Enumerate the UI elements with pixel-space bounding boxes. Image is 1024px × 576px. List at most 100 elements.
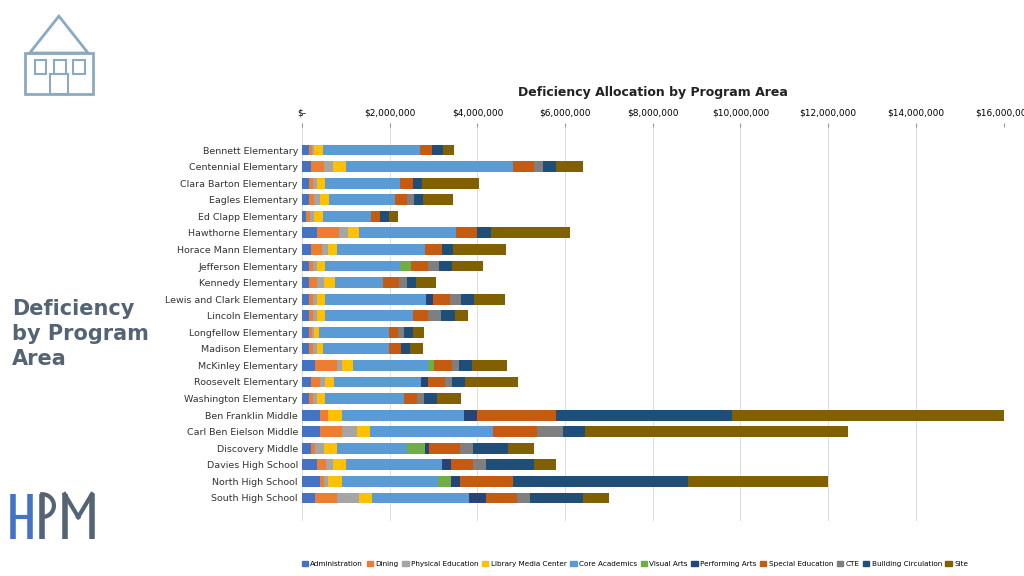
Bar xyxy=(312,145,314,156)
Bar xyxy=(312,327,314,338)
Bar xyxy=(512,476,688,487)
Bar xyxy=(429,443,460,454)
Bar xyxy=(313,260,316,271)
Bar xyxy=(314,327,318,338)
Bar xyxy=(308,327,312,338)
Bar xyxy=(311,161,324,172)
Bar xyxy=(313,178,316,188)
Bar xyxy=(442,145,454,156)
Bar xyxy=(732,410,1017,420)
Bar xyxy=(326,393,404,404)
Bar xyxy=(342,476,438,487)
Bar xyxy=(302,310,308,321)
Bar xyxy=(438,476,452,487)
Bar xyxy=(346,460,442,470)
Bar xyxy=(416,277,436,288)
Bar xyxy=(306,211,310,222)
Bar xyxy=(442,460,452,470)
Bar xyxy=(324,161,333,172)
Bar xyxy=(311,244,322,255)
Bar xyxy=(372,211,380,222)
Bar xyxy=(315,492,337,503)
Bar xyxy=(413,327,424,338)
Bar xyxy=(317,277,324,288)
Bar xyxy=(563,426,585,437)
Legend: Administration, Dining, Physical Education, Library Media Center, Core Academics: Administration, Dining, Physical Educati… xyxy=(299,558,971,570)
Bar xyxy=(342,410,464,420)
Bar xyxy=(383,277,398,288)
Bar xyxy=(408,443,425,454)
Bar xyxy=(324,277,335,288)
Bar xyxy=(316,310,326,321)
Bar xyxy=(302,492,315,503)
Bar xyxy=(404,393,418,404)
Bar xyxy=(308,145,312,156)
Text: EDUCATIONAL ADEQUACY ASSESSMENTS: EDUCATIONAL ADEQUACY ASSESSMENTS xyxy=(138,41,742,68)
Bar xyxy=(302,211,306,222)
Bar xyxy=(424,393,437,404)
Bar xyxy=(442,244,454,255)
Text: Deficiency
by Program
Area: Deficiency by Program Area xyxy=(12,300,150,369)
Bar xyxy=(302,194,308,205)
Bar xyxy=(420,145,432,156)
Bar xyxy=(380,211,389,222)
Bar xyxy=(302,410,319,420)
Bar xyxy=(326,310,413,321)
Bar xyxy=(308,310,313,321)
Bar xyxy=(472,360,507,371)
Bar xyxy=(333,460,346,470)
Bar xyxy=(434,360,452,371)
Bar xyxy=(517,492,530,503)
Bar xyxy=(313,343,316,354)
Bar xyxy=(339,228,348,238)
Bar xyxy=(348,228,359,238)
Bar xyxy=(556,410,732,420)
Bar xyxy=(389,211,397,222)
Bar xyxy=(535,161,543,172)
Bar xyxy=(310,211,314,222)
Bar xyxy=(327,460,333,470)
Bar xyxy=(445,377,452,388)
Text: SUMMARY: SUMMARY xyxy=(138,83,233,101)
Bar xyxy=(315,360,337,371)
Bar xyxy=(302,277,308,288)
Bar xyxy=(342,426,357,437)
Bar xyxy=(302,393,308,404)
Bar xyxy=(454,244,506,255)
Bar xyxy=(399,178,413,188)
Bar xyxy=(410,343,423,354)
Bar xyxy=(486,492,517,503)
Bar xyxy=(439,260,453,271)
Bar xyxy=(315,443,324,454)
Bar xyxy=(329,410,342,420)
Bar xyxy=(302,377,311,388)
Bar xyxy=(302,228,317,238)
Bar xyxy=(314,211,324,222)
Bar xyxy=(461,294,474,305)
Bar xyxy=(408,194,414,205)
Bar xyxy=(308,393,313,404)
Bar xyxy=(428,310,441,321)
Bar xyxy=(401,343,410,354)
Bar xyxy=(326,178,399,188)
Bar xyxy=(302,443,311,454)
Bar xyxy=(583,492,609,503)
Bar xyxy=(302,426,319,437)
Bar xyxy=(477,410,556,420)
Bar xyxy=(426,294,433,305)
Bar xyxy=(302,476,319,487)
Bar xyxy=(389,327,397,338)
Bar xyxy=(425,244,442,255)
Bar xyxy=(441,310,455,321)
Bar xyxy=(418,393,424,404)
Bar xyxy=(688,476,828,487)
Bar xyxy=(469,492,486,503)
Title: Deficiency Allocation by Program Area: Deficiency Allocation by Program Area xyxy=(518,86,787,99)
Bar xyxy=(302,244,311,255)
Bar xyxy=(357,426,370,437)
Bar xyxy=(316,393,326,404)
Bar xyxy=(308,178,313,188)
Bar xyxy=(308,343,313,354)
Bar xyxy=(335,277,383,288)
Bar xyxy=(326,294,426,305)
